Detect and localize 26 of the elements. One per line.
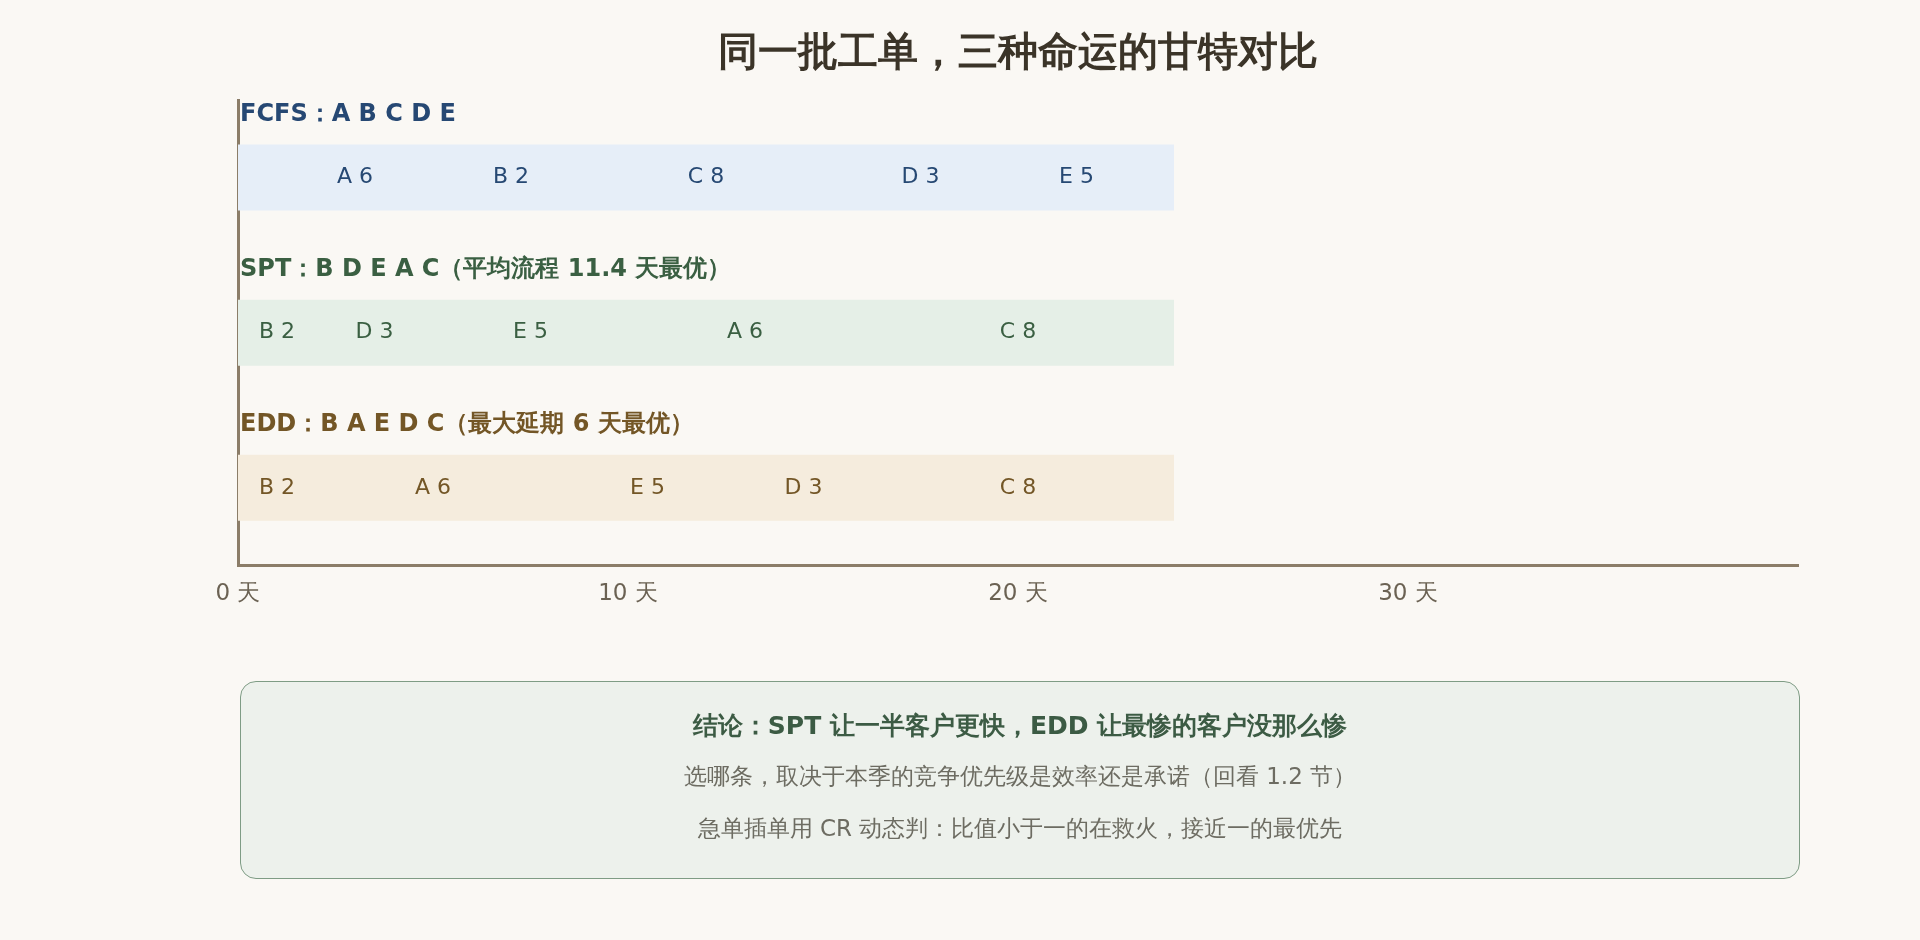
data-label: A 6 [726, 318, 764, 344]
data-label: A 6 [414, 473, 452, 499]
data-label: E 5 [513, 318, 548, 344]
data-label: D 3 [901, 163, 940, 189]
y-tick-label: EDD：B A E D C（最大延期 6 天最优） [240, 409, 694, 438]
data-label: C 8 [999, 318, 1037, 344]
data-label: A 6 [336, 163, 374, 189]
y-tick-label: FCFS：A B C D E [240, 98, 456, 127]
data-label: D 3 [784, 473, 823, 499]
data-label: D 3 [355, 318, 394, 344]
text: 急单插单用 CR 动态判：比值小于一的在救火，接近一的最优先 [697, 815, 1343, 841]
data-label: E 5 [630, 473, 665, 499]
text: 选哪条，取决于本季的竞争优先级是效率还是承诺（回看 1.2 节） [683, 763, 1357, 789]
text: 结论：SPT 让一半客户更快，EDD 让最惨的客户没那么惨 [692, 711, 1348, 740]
data-label: B 2 [492, 163, 530, 189]
data-label: E 5 [1059, 163, 1094, 189]
x-tick-label: 0 天 [215, 579, 261, 606]
data-label: B 2 [258, 318, 296, 344]
x-tick-label: 20 天 [988, 579, 1048, 606]
chart-title: 同一批工单，三种命运的甘特对比 [718, 28, 1318, 75]
data-label: C 8 [999, 473, 1037, 499]
x-tick-label: 30 天 [1378, 579, 1438, 606]
data-label: B 2 [258, 473, 296, 499]
data-label: C 8 [687, 163, 725, 189]
x-tick-label: 10 天 [598, 579, 658, 606]
y-tick-label: SPT：B D E A C（平均流程 11.4 天最优） [240, 253, 732, 282]
